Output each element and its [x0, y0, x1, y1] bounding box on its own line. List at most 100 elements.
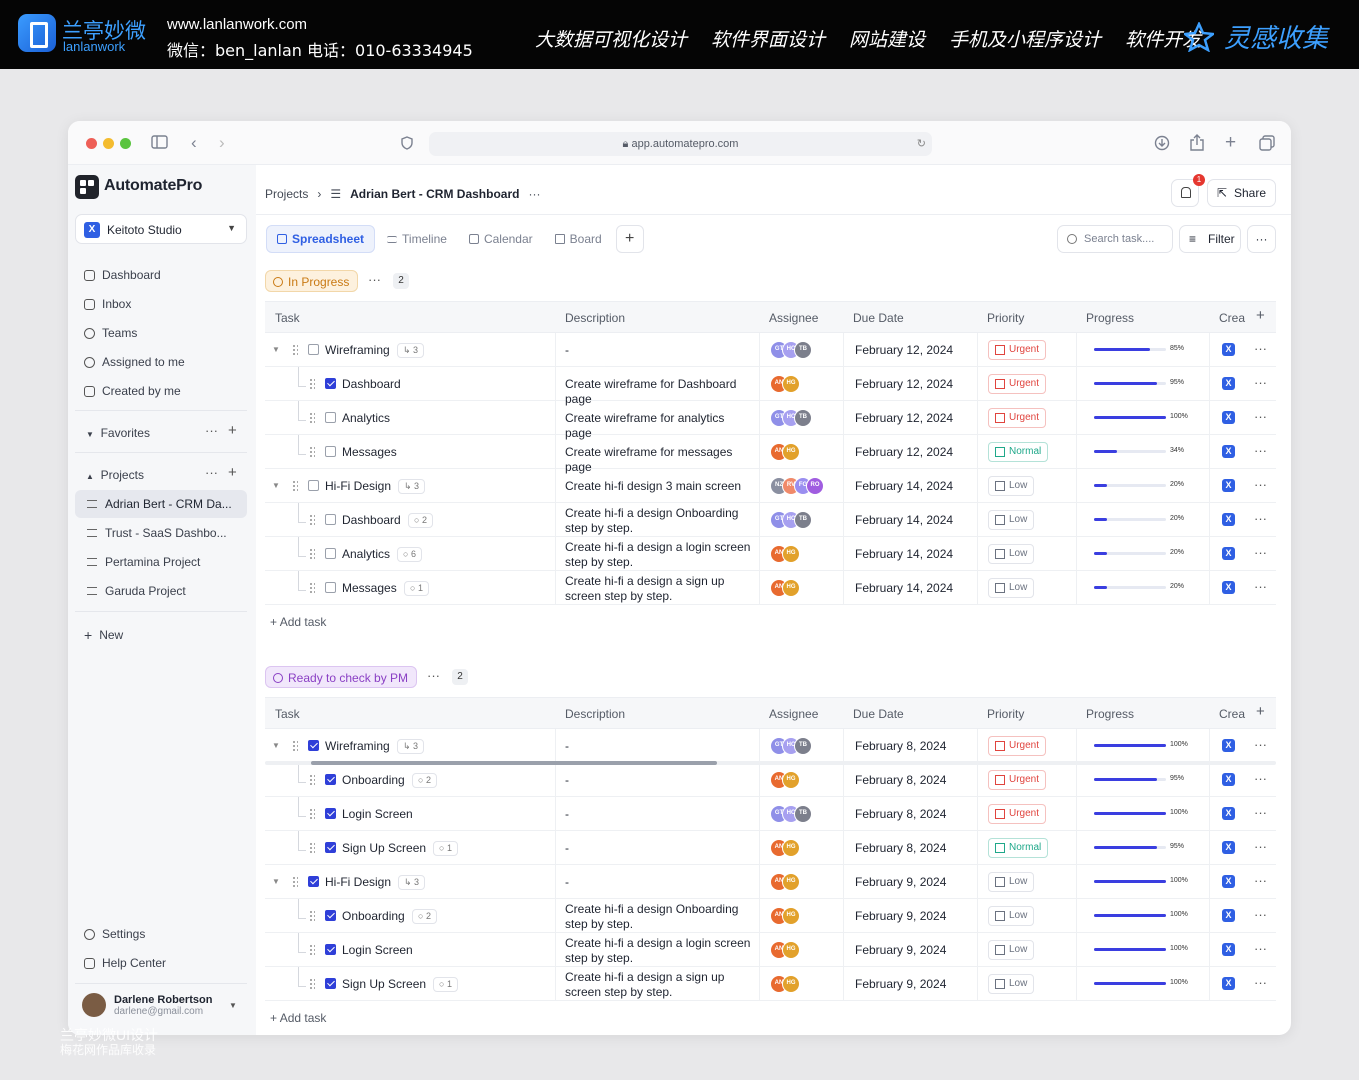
add-view-button[interactable]: + — [615, 225, 644, 253]
row-more-icon[interactable]: ··· — [1254, 941, 1267, 956]
nav-help-center[interactable]: Help Center — [84, 956, 166, 970]
task-name[interactable]: Analytics — [342, 547, 391, 561]
due-date[interactable]: February 8, 2024 — [855, 841, 947, 855]
projects-section[interactable]: ▲ Projects — [86, 468, 144, 482]
task-checkbox[interactable] — [325, 582, 336, 593]
assignee-avatars[interactable]: AN HG — [770, 443, 800, 461]
task-name[interactable]: Onboarding — [342, 909, 405, 923]
priority-badge[interactable]: Urgent — [988, 374, 1047, 394]
assignee-avatars[interactable]: AN HG — [770, 941, 800, 959]
task-checkbox[interactable] — [325, 514, 336, 525]
task-checkbox[interactable] — [325, 910, 336, 921]
due-date[interactable]: February 9, 2024 — [855, 977, 947, 991]
project-item-pertamina[interactable]: Pertamina Project — [75, 548, 247, 576]
column-header[interactable]: Description — [565, 311, 626, 325]
task-name[interactable]: Sign Up Screen — [342, 841, 427, 855]
assignee-avatars[interactable]: AN HG — [770, 579, 800, 597]
drag-handle-icon[interactable] — [309, 412, 315, 423]
nav-settings[interactable]: Settings — [84, 927, 145, 941]
row-more-icon[interactable]: ··· — [1254, 839, 1267, 854]
table-row[interactable]: Sign Up Screen ○ 1 - AN HG February 8, 2024 No… — [265, 831, 1276, 865]
tab-timeline[interactable]: Timeline — [377, 225, 457, 253]
group-status-chip[interactable]: Ready to check by PM — [265, 666, 418, 688]
table-row[interactable]: Messages Create wireframe for messages pa… — [265, 435, 1276, 474]
shield-icon[interactable] — [401, 136, 413, 150]
task-name[interactable]: Messages — [342, 445, 397, 459]
table-row[interactable]: Sign Up Screen ○ 1 Create hi-fi a design a… — [265, 967, 1276, 1001]
task-checkbox[interactable] — [308, 876, 319, 887]
table-row[interactable]: Dashboard ○ 2 Create hi-fi a design Onboar… — [265, 503, 1276, 537]
chevron-down-icon[interactable]: ▼ — [272, 345, 280, 354]
column-header[interactable]: Crea — [1219, 311, 1246, 325]
task-description[interactable]: Create hi-fi design 3 main screen — [565, 479, 742, 493]
row-more-icon[interactable]: ··· — [1254, 341, 1267, 356]
task-name[interactable]: Hi-Fi Design — [325, 875, 392, 889]
row-more-icon[interactable]: ··· — [1254, 511, 1267, 526]
column-header[interactable]: Progress — [1086, 707, 1135, 721]
drag-handle-icon[interactable] — [292, 480, 298, 491]
download-icon[interactable] — [1154, 135, 1170, 151]
due-date[interactable]: February 14, 2024 — [855, 547, 954, 561]
table-row[interactable]: ▼ Hi-Fi Design ↳ 3 - AN HG February 9, 2024 Low… — [265, 865, 1276, 899]
nav-dashboard[interactable]: Dashboard — [84, 268, 161, 282]
assignee-avatars[interactable]: AN HG — [770, 975, 800, 993]
share-button[interactable]: ⇱ Share — [1207, 179, 1276, 207]
priority-badge[interactable]: Low — [988, 578, 1035, 598]
drag-handle-icon[interactable] — [309, 514, 315, 525]
task-checkbox[interactable] — [325, 808, 336, 819]
table-row[interactable]: Login Screen - GT HC TB February 8, 2024 Urgen… — [265, 797, 1276, 831]
task-name[interactable]: Login Screen — [342, 807, 413, 821]
row-more-icon[interactable]: ··· — [1254, 907, 1267, 922]
column-header[interactable]: Assignee — [769, 311, 819, 325]
task-description[interactable]: Create wireframe for messages page — [565, 445, 733, 474]
due-date[interactable]: February 14, 2024 — [855, 513, 954, 527]
tab-spreadsheet[interactable]: Spreadsheet — [266, 225, 376, 253]
task-name[interactable]: Analytics — [342, 411, 391, 425]
table-row[interactable]: ▼ Hi-Fi Design ↳ 3 Create hi-fi design 3 ma… — [265, 469, 1276, 503]
task-name[interactable]: Wireframing — [325, 343, 390, 357]
nav-inbox[interactable]: Inbox — [84, 297, 131, 311]
filter-button[interactable]: ≡ Filter — [1179, 225, 1241, 253]
assignee-avatars[interactable]: GT HC TB — [770, 737, 812, 755]
priority-badge[interactable]: Low — [988, 906, 1035, 926]
assignee-avatars[interactable]: NZ RV FG RO — [770, 477, 824, 495]
scrollbar-thumb[interactable] — [311, 761, 717, 765]
task-checkbox[interactable] — [325, 944, 336, 955]
table-row[interactable]: Dashboard Create wireframe for Dashboard … — [265, 367, 1276, 406]
workspace-selector[interactable]: X Keitoto Studio ▼ — [75, 214, 247, 244]
due-date[interactable]: February 8, 2024 — [855, 807, 947, 821]
due-date[interactable]: February 9, 2024 — [855, 909, 947, 923]
row-more-icon[interactable]: ··· — [1254, 579, 1267, 594]
table-row[interactable]: Messages ○ 1 Create hi-fi a design a sign … — [265, 571, 1276, 605]
priority-badge[interactable]: Low — [988, 544, 1035, 564]
project-item-adrian-bert[interactable]: Adrian Bert - CRM Da... — [75, 490, 247, 518]
row-more-icon[interactable]: ··· — [1254, 873, 1267, 888]
nav-created[interactable]: Created by me — [84, 384, 181, 398]
more-icon[interactable]: ··· — [427, 668, 440, 683]
new-button[interactable]: + New — [84, 627, 123, 643]
table-row[interactable]: ▼ Wireframing ↳ 3 - GT HC TB February 8, 2024 Ur… — [265, 729, 1276, 763]
priority-badge[interactable]: Low — [988, 872, 1035, 892]
table-row[interactable]: Analytics ○ 6 Create hi-fi a design a logi… — [265, 537, 1276, 571]
assignee-avatars[interactable]: GT HC TB — [770, 341, 812, 359]
task-checkbox[interactable] — [308, 480, 319, 491]
assignee-avatars[interactable]: AN HG — [770, 907, 800, 925]
assignee-avatars[interactable]: AN HG — [770, 545, 800, 563]
task-checkbox[interactable] — [325, 978, 336, 989]
tab-calendar[interactable]: Calendar — [459, 225, 543, 253]
due-date[interactable]: February 8, 2024 — [855, 739, 947, 753]
add-task-button[interactable]: + Add task — [270, 615, 326, 629]
drag-handle-icon[interactable] — [309, 910, 315, 921]
task-name[interactable]: Hi-Fi Design — [325, 479, 392, 493]
drag-handle-icon[interactable] — [309, 378, 315, 389]
assignee-avatars[interactable]: AN HG — [770, 873, 800, 891]
bell-icon[interactable] — [1171, 179, 1199, 207]
drag-handle-icon[interactable] — [309, 808, 315, 819]
task-description[interactable]: - — [565, 841, 569, 855]
row-more-icon[interactable]: ··· — [1254, 975, 1267, 990]
task-description[interactable]: Create hi-fi a design a sign up screen s… — [565, 574, 725, 603]
table-row[interactable]: Login Screen Create hi-fi a design a logi… — [265, 933, 1276, 967]
search-input[interactable]: Search task.... — [1057, 225, 1173, 253]
task-checkbox[interactable] — [325, 446, 336, 457]
priority-badge[interactable]: Low — [988, 476, 1035, 496]
